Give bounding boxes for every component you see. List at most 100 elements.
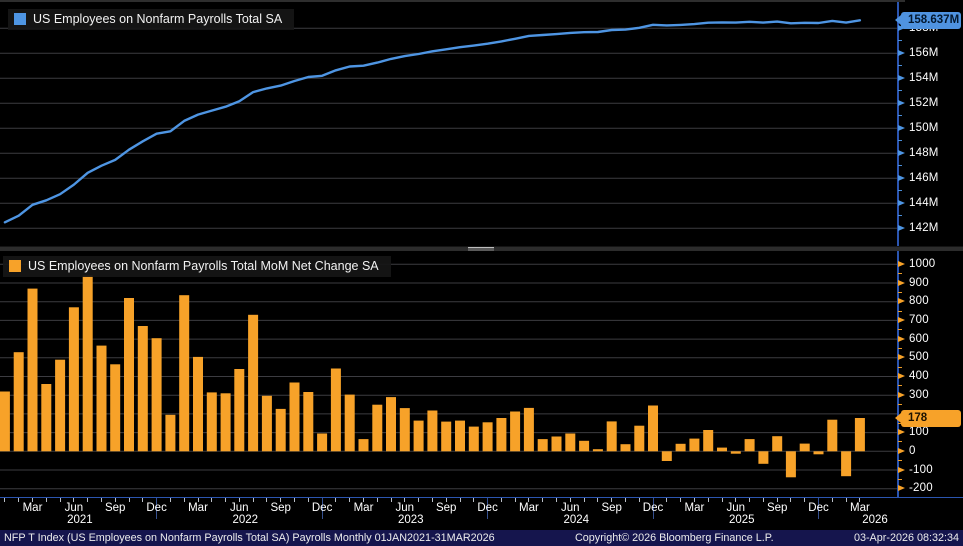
x-quarter-label: Sep xyxy=(435,502,457,514)
footer-index-description: NFP T Index (US Employees on Nonfarm Pay… xyxy=(4,532,495,544)
mom-change-bar xyxy=(730,451,741,454)
axis-tick-label: -100 xyxy=(909,463,933,476)
month-tick xyxy=(569,498,571,502)
line-last-value-badge: 158.637M xyxy=(895,12,961,29)
mom-change-bar-chart xyxy=(0,263,897,490)
mom-change-bar xyxy=(634,425,645,452)
mom-change-bar xyxy=(151,338,162,452)
month-tick xyxy=(238,498,240,502)
mom-change-bar xyxy=(854,418,865,452)
year-boundary-tick xyxy=(652,498,654,519)
mom-change-bar xyxy=(744,439,755,452)
month-tick xyxy=(638,498,640,502)
mom-change-bar xyxy=(758,451,769,464)
axis-tick-label: 144M xyxy=(909,196,939,209)
mom-change-bar xyxy=(82,275,93,452)
axis-tick-label: 1000 xyxy=(909,257,936,270)
axis-tick-label: -200 xyxy=(909,482,933,495)
axis-minor-tick xyxy=(898,478,902,480)
mom-change-bar xyxy=(317,433,328,452)
mom-change-bar xyxy=(413,420,424,452)
mom-change-bar xyxy=(234,369,245,452)
mom-change-bar xyxy=(441,421,452,452)
x-year-label: 2025 xyxy=(729,514,755,526)
mom-change-bar xyxy=(96,345,107,452)
mom-change-bar xyxy=(68,307,79,452)
axis-minor-tick xyxy=(898,115,902,117)
month-tick xyxy=(73,498,75,502)
axis-tick-label: 700 xyxy=(909,313,929,326)
mom-change-bar xyxy=(110,364,121,452)
axis-tick-label: 500 xyxy=(909,351,929,364)
x-year-label: 2026 xyxy=(862,514,888,526)
month-tick xyxy=(707,498,709,502)
month-tick xyxy=(556,498,557,502)
mom-change-bar xyxy=(523,407,534,452)
axis-minor-tick xyxy=(898,190,902,192)
mom-change-bar xyxy=(427,410,438,452)
bar-series-swatch-icon xyxy=(9,260,21,272)
x-year-label: 2023 xyxy=(398,514,424,526)
month-tick xyxy=(335,498,337,502)
month-tick xyxy=(45,498,47,502)
month-tick xyxy=(459,498,461,502)
mom-change-bar xyxy=(137,326,148,452)
bar-series-legend[interactable]: US Employees on Nonfarm Payrolls Total M… xyxy=(3,256,391,277)
mom-change-bar xyxy=(165,414,176,452)
month-tick xyxy=(859,498,861,502)
month-tick xyxy=(514,498,516,502)
axis-tick-arrow-icon xyxy=(898,298,905,305)
mom-change-bar xyxy=(55,359,66,452)
axis-tick-label: 150M xyxy=(909,121,939,134)
axis-tick-arrow-icon xyxy=(898,74,905,81)
month-tick xyxy=(142,498,144,502)
x-year-label: 2021 xyxy=(67,514,93,526)
mom-change-bar xyxy=(206,392,217,452)
mom-change-bar xyxy=(620,444,631,452)
x-quarter-label: Dec xyxy=(311,502,333,514)
payrolls-level-panel: US Employees on Nonfarm Payrolls Total S… xyxy=(0,0,963,246)
axis-tick-arrow-icon xyxy=(898,124,905,131)
mom-change-panel: US Employees on Nonfarm Payrolls Total M… xyxy=(0,251,963,497)
month-tick xyxy=(680,498,682,502)
axis-minor-tick xyxy=(898,291,902,293)
mom-change-bar xyxy=(510,411,521,452)
mom-change-bar xyxy=(675,443,686,452)
mom-change-bar xyxy=(841,451,852,477)
month-tick xyxy=(390,498,392,502)
axis-tick-arrow-icon xyxy=(898,224,905,231)
month-tick xyxy=(114,498,116,502)
line-series-swatch-icon xyxy=(14,13,26,25)
axis-tick-label: 900 xyxy=(909,276,929,289)
month-tick xyxy=(294,498,295,502)
x-quarter-label: Dec xyxy=(808,502,829,514)
axis-minor-tick xyxy=(898,460,902,462)
mom-change-bar xyxy=(358,439,369,452)
axis-tick-arrow-icon xyxy=(898,373,905,379)
payrolls-level-plot-area: US Employees on Nonfarm Payrolls Total S… xyxy=(0,0,897,246)
mom-change-bar xyxy=(303,392,314,452)
axis-tick-label: 152M xyxy=(909,96,939,109)
mom-change-bar xyxy=(27,288,38,452)
mom-change-bar xyxy=(689,438,700,452)
month-tick xyxy=(845,498,847,502)
axis-minor-tick xyxy=(898,329,902,331)
bar-series-legend-label: US Employees on Nonfarm Payrolls Total M… xyxy=(28,259,379,273)
x-quarter-label: Jun xyxy=(726,502,746,514)
month-tick xyxy=(776,498,778,502)
month-tick xyxy=(183,498,185,502)
mom-change-bar xyxy=(248,314,259,452)
axis-tick-arrow-icon xyxy=(898,99,905,106)
line-series-legend[interactable]: US Employees on Nonfarm Payrolls Total S… xyxy=(8,9,295,30)
month-tick xyxy=(693,498,695,502)
month-tick xyxy=(169,498,171,502)
mom-change-bar xyxy=(179,295,190,452)
month-tick xyxy=(252,498,254,502)
year-boundary-tick xyxy=(321,498,323,519)
month-tick xyxy=(625,498,626,502)
axis-tick-arrow-icon xyxy=(898,174,905,181)
month-tick xyxy=(363,498,364,502)
mom-change-bar xyxy=(220,393,231,452)
bar-last-value-badge: 178 xyxy=(895,409,961,427)
